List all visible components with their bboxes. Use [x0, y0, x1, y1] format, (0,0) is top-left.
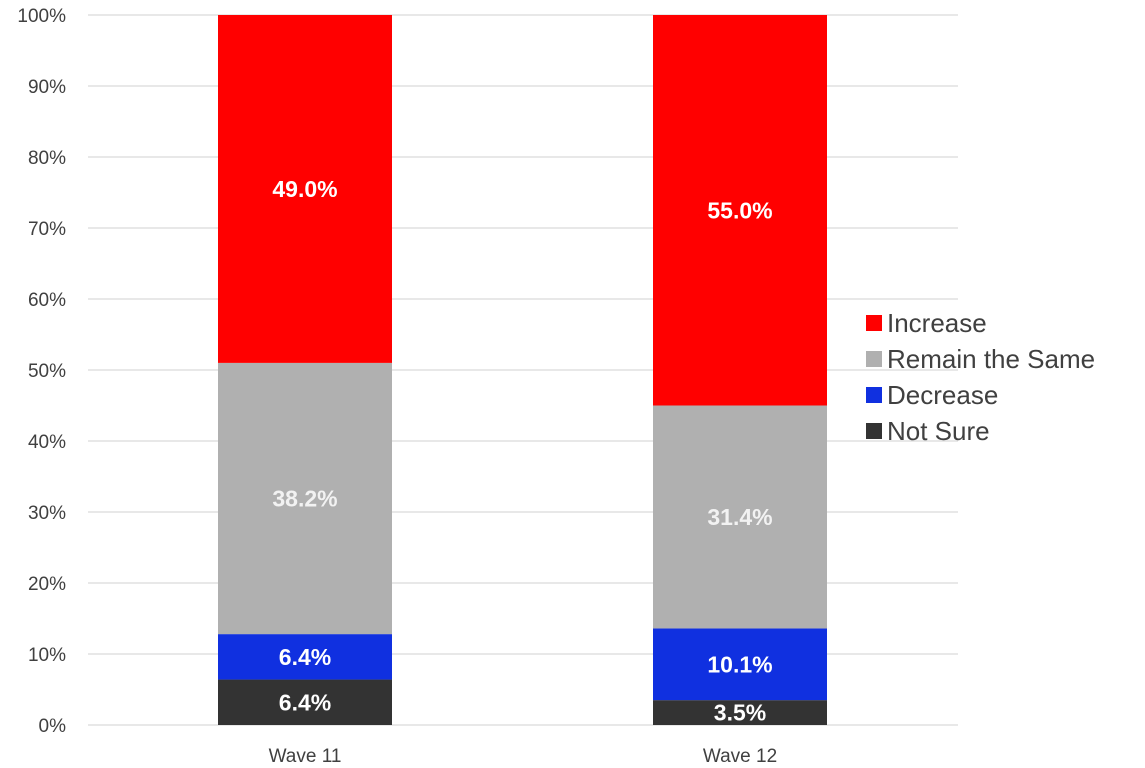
y-tick-label: 100%: [17, 6, 66, 27]
bar-segment: [218, 15, 392, 363]
y-tick-label: 20%: [28, 574, 66, 595]
data-label: 3.5%: [714, 700, 766, 726]
legend-item: Decrease: [866, 377, 1095, 413]
y-tick-label: 60%: [28, 290, 66, 311]
data-label: 49.0%: [272, 176, 337, 202]
bar-segment: [653, 15, 827, 406]
x-axis-ticks: Wave 11 Wave 12: [269, 746, 778, 767]
legend-item: Increase: [866, 305, 1095, 341]
data-label: 55.0%: [707, 197, 772, 223]
bar-segment: [218, 679, 392, 725]
bar-segment: [218, 634, 392, 680]
legend-item: Remain the Same: [866, 341, 1095, 377]
data-label: 6.4%: [279, 644, 331, 670]
bars: [218, 15, 827, 725]
data-labels: 6.4% 6.4% 38.2% 49.0% 3.5% 10.1% 31.4% 55.0%: [272, 176, 772, 726]
y-tick-label: 40%: [28, 432, 66, 453]
data-label: 6.4%: [279, 689, 331, 715]
legend: Increase Remain the Same Decrease Not Sure: [866, 305, 1095, 449]
y-tick-label: 50%: [28, 361, 66, 382]
data-label: 31.4%: [707, 504, 772, 530]
x-tick-label: Wave 12: [703, 746, 777, 767]
bar-segment: [653, 700, 827, 725]
y-tick-label: 30%: [28, 503, 66, 524]
y-axis-ticks: 0% 10% 20% 30% 40% 50% 60% 70% 80% 90% 100%: [17, 6, 66, 737]
bar-segment: [653, 405, 827, 629]
legend-label: Increase: [887, 307, 987, 338]
x-tick-label: Wave 11: [269, 746, 342, 767]
y-tick-label: 70%: [28, 219, 66, 240]
legend-swatch: [866, 315, 882, 331]
y-tick-label: 0%: [39, 716, 67, 737]
y-tick-label: 90%: [28, 77, 66, 98]
bar-segment: [653, 628, 827, 701]
data-label: 10.1%: [707, 651, 772, 677]
data-label: 38.2%: [272, 486, 337, 512]
legend-item: Not Sure: [866, 413, 1095, 449]
legend-label: Decrease: [887, 379, 999, 410]
y-tick-label: 10%: [28, 645, 66, 666]
legend-label: Not Sure: [887, 415, 990, 446]
legend-swatch: [866, 387, 882, 403]
bar-segment: [218, 362, 392, 635]
legend-label: Remain the Same: [887, 343, 1096, 374]
legend-swatch: [866, 351, 882, 367]
legend-swatch: [866, 423, 882, 439]
y-tick-label: 80%: [28, 148, 66, 169]
